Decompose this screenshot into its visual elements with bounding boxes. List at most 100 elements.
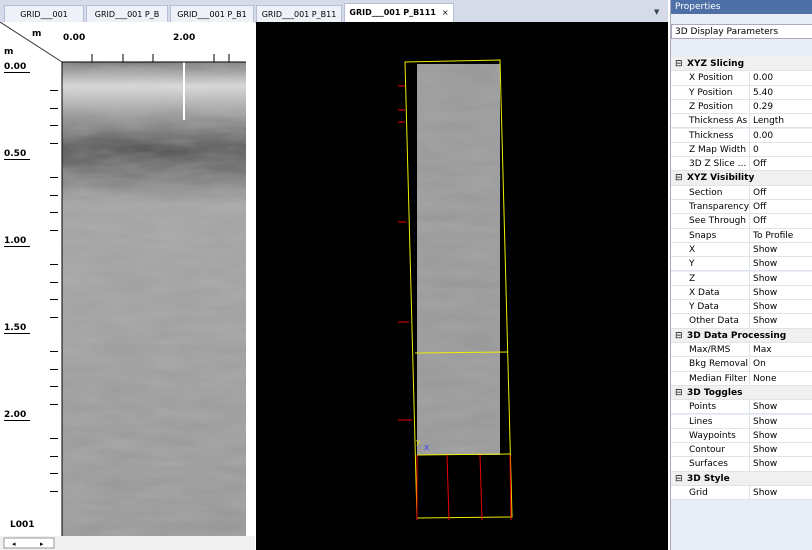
y-ruler-tick: [50, 491, 58, 492]
axis-y-glyph: y: [416, 438, 420, 446]
y-ruler-tick: [50, 143, 58, 144]
section-row[interactable]: ⊟3D Data Processing: [671, 329, 812, 343]
property-value: Off: [749, 157, 766, 171]
property-name: Contour: [689, 443, 749, 457]
section-row[interactable]: ⊟XYZ Visibility: [671, 171, 812, 185]
property-name: Y Data: [689, 300, 749, 314]
radargram-texture: [62, 62, 246, 536]
y-ruler-tick: [50, 438, 58, 439]
tab[interactable]: GRID___001 P_B111×: [344, 3, 454, 23]
tab[interactable]: GRID___001 P_B: [86, 5, 168, 22]
property-value: Show: [749, 257, 777, 271]
x-ruler-label: 2.00: [173, 33, 195, 43]
property-value: 5.40: [749, 86, 773, 100]
y-unit: m: [4, 47, 13, 57]
x-ruler-label: 0.00: [63, 33, 85, 43]
y-ruler-tick: [50, 473, 58, 474]
y-ruler-tick: [50, 195, 58, 196]
property-name: Thickness As: [689, 114, 749, 128]
properties-panel: Properties 3D Display Parameters ⊟XYZ Sl…: [670, 0, 812, 550]
line-label: L001: [10, 520, 35, 530]
tab[interactable]: GRID___001 P_B1: [170, 5, 254, 22]
section-name: XYZ Visibility: [687, 171, 807, 185]
section-row[interactable]: ⊟XYZ Slicing: [671, 57, 812, 71]
property-row[interactable]: 3D Z Slice ...Off: [671, 157, 812, 171]
property-name: Median Filter: [689, 372, 749, 386]
property-name: Bkg Removal: [689, 357, 749, 371]
y-ruler-tick: [50, 299, 58, 300]
object-selector[interactable]: 3D Display Parameters: [671, 24, 812, 39]
tab[interactable]: GRID___001 P_B11: [256, 5, 342, 22]
property-value: Length: [749, 114, 784, 128]
property-name: Points: [689, 400, 749, 414]
property-name: Snaps: [689, 229, 749, 243]
property-value: Show: [749, 300, 777, 314]
property-value: None: [749, 372, 776, 386]
collapse-icon: ⊟: [675, 57, 683, 71]
y-ruler-tick: [50, 386, 58, 387]
panel-title: Properties: [671, 0, 812, 14]
tab-label: GRID___001 P_B11: [262, 10, 337, 19]
section-row[interactable]: ⊟ 3D Style: [671, 472, 812, 486]
y-ruler-tick: [50, 177, 58, 178]
y-ruler-label: 0.50: [4, 149, 30, 160]
property-name: Thickness: [689, 129, 749, 143]
property-name: X: [689, 243, 749, 257]
y-ruler-tick: [50, 317, 58, 318]
tab-close[interactable]: ×: [442, 8, 449, 17]
y-ruler-tick: [50, 125, 58, 126]
section-name: 3D Style: [687, 472, 807, 486]
views: ◂▸ x y: [0, 22, 668, 550]
collapse-icon: ⊟: [675, 472, 683, 486]
scroll-left[interactable]: ◂: [12, 540, 16, 548]
property-value: 0.00: [749, 71, 773, 85]
y-ruler-tick: [50, 369, 58, 370]
property-name: Grid: [689, 486, 749, 500]
slice-texture: [417, 64, 500, 455]
property-name: Waypoints: [689, 429, 749, 443]
property-name: Y: [689, 257, 749, 271]
property-value: Show: [749, 415, 777, 429]
section-row[interactable]: ⊟3D Toggles: [671, 386, 812, 400]
property-value: Show: [749, 286, 777, 300]
tab[interactable]: GRID___001: [4, 5, 84, 22]
property-value: Max: [749, 343, 772, 357]
property-value: Off: [749, 200, 766, 214]
tab-dropdown[interactable]: ▼: [654, 8, 659, 16]
section-name: 3D Toggles: [687, 386, 807, 400]
scroll-right[interactable]: ▸: [40, 540, 44, 548]
y-ruler-label: 2.00: [4, 410, 30, 421]
x-unit: m: [32, 29, 41, 39]
property-name: Z Map Width: [689, 143, 749, 157]
y-ruler-tick: [50, 351, 58, 352]
property-value: Off: [749, 214, 766, 228]
property-name: X Data: [689, 286, 749, 300]
property-name: Other Data: [689, 314, 749, 328]
property-name: Y Position: [689, 86, 749, 100]
